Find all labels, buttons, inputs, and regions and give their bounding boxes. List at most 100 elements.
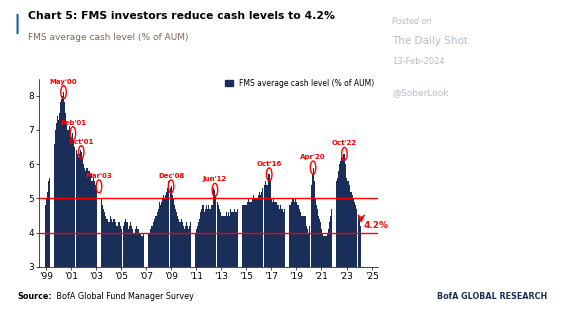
Bar	[171, 195, 173, 267]
Bar	[154, 219, 155, 267]
Bar	[302, 215, 303, 267]
Bar	[124, 222, 125, 267]
Bar	[86, 168, 87, 267]
Bar	[351, 192, 352, 267]
Bar	[283, 212, 284, 267]
Bar	[127, 229, 129, 267]
Bar	[177, 215, 178, 267]
Bar	[281, 209, 282, 267]
Bar	[118, 222, 119, 267]
Bar	[52, 150, 54, 267]
Bar	[69, 127, 70, 267]
Bar	[325, 236, 326, 267]
Bar	[202, 205, 203, 267]
Bar	[340, 161, 341, 267]
Bar	[137, 229, 138, 267]
Bar	[271, 198, 272, 267]
Bar	[349, 185, 350, 267]
Text: 4.2%: 4.2%	[363, 221, 388, 230]
Bar	[103, 209, 104, 267]
Text: Dec'08: Dec'08	[158, 173, 184, 179]
Bar	[244, 205, 245, 267]
Bar	[92, 181, 93, 267]
Bar	[322, 233, 323, 267]
Bar	[74, 147, 76, 267]
Bar	[280, 205, 281, 267]
Bar	[237, 209, 239, 267]
Bar	[350, 192, 351, 267]
Bar	[290, 202, 292, 267]
Bar	[274, 202, 275, 267]
Bar	[331, 215, 332, 267]
Bar	[327, 233, 328, 267]
Bar	[193, 233, 195, 267]
Bar	[249, 202, 250, 267]
Bar	[100, 198, 102, 267]
Text: Jun'12: Jun'12	[203, 176, 227, 182]
Bar	[46, 198, 47, 267]
Bar	[181, 219, 182, 267]
Bar	[275, 202, 276, 267]
Bar	[164, 198, 165, 267]
Bar	[343, 154, 344, 267]
Bar	[215, 195, 217, 267]
Bar	[161, 202, 162, 267]
Bar	[321, 229, 322, 267]
Bar	[73, 140, 74, 267]
Bar	[199, 219, 200, 267]
Bar	[278, 205, 279, 267]
Bar	[303, 215, 304, 267]
Bar	[232, 212, 233, 267]
Bar	[102, 205, 103, 267]
Bar	[267, 185, 268, 267]
Bar	[257, 198, 258, 267]
Bar	[226, 212, 227, 267]
Bar	[57, 116, 58, 267]
Bar	[106, 219, 107, 267]
Text: Posted on: Posted on	[392, 17, 431, 26]
Bar	[240, 209, 241, 267]
Bar	[272, 202, 273, 267]
Bar	[155, 215, 156, 267]
Bar	[162, 198, 163, 267]
Bar	[93, 178, 94, 267]
Bar	[157, 212, 158, 267]
Bar	[329, 222, 331, 267]
Bar	[311, 174, 312, 267]
Bar	[98, 192, 99, 267]
Bar	[228, 212, 229, 267]
Bar	[153, 222, 154, 267]
Bar	[323, 236, 324, 267]
Text: May'00: May'00	[50, 79, 77, 85]
Bar	[58, 120, 59, 267]
Text: BofA GLOBAL RESEARCH: BofA GLOBAL RESEARCH	[437, 292, 547, 301]
Bar	[265, 181, 266, 267]
Bar	[301, 215, 302, 267]
Bar	[297, 205, 298, 267]
Bar	[354, 202, 355, 267]
Bar	[79, 154, 80, 267]
Bar	[298, 205, 299, 267]
Bar	[341, 157, 342, 267]
Bar	[61, 99, 62, 267]
Bar	[63, 92, 64, 267]
Bar	[125, 219, 126, 267]
Bar	[200, 212, 201, 267]
Bar	[88, 171, 89, 267]
Bar	[317, 209, 318, 267]
Bar	[187, 226, 188, 267]
Bar	[182, 222, 183, 267]
Bar	[262, 188, 263, 267]
Bar	[196, 229, 197, 267]
Bar	[55, 130, 56, 267]
Bar	[285, 212, 287, 267]
Bar	[324, 236, 325, 267]
Text: FMS average cash level (% of AUM): FMS average cash level (% of AUM)	[28, 33, 189, 42]
Bar	[224, 215, 225, 267]
Bar	[158, 209, 159, 267]
Bar	[111, 219, 112, 267]
Bar	[143, 233, 144, 267]
Bar	[356, 209, 358, 267]
Bar	[109, 222, 110, 267]
Bar	[166, 192, 168, 267]
